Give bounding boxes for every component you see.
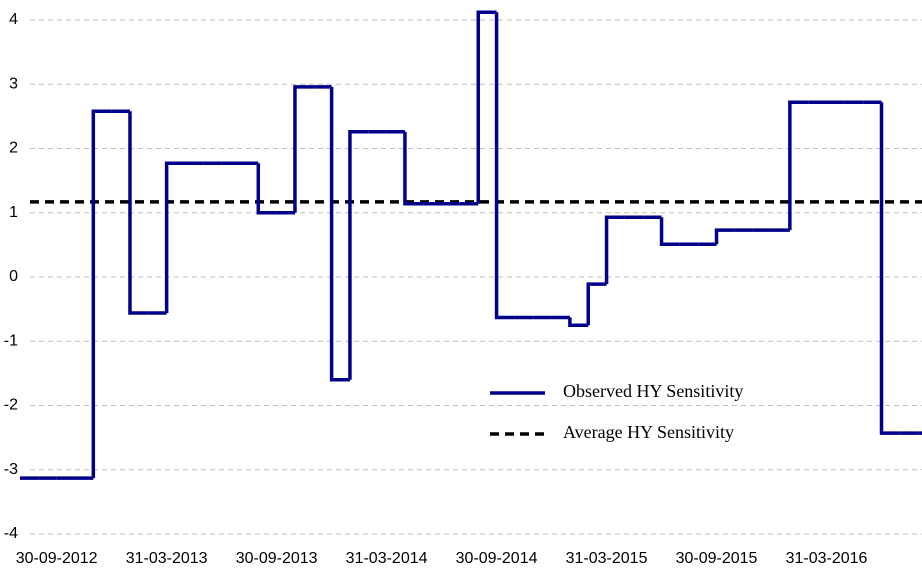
step-segment: [476, 10, 497, 204]
x-tick-label: 31-03-2016: [786, 550, 868, 567]
y-tick-label: 3: [9, 75, 18, 92]
step-segment: [604, 215, 625, 285]
step-segment: [293, 85, 314, 213]
legend-label: Average HY Sensitivity: [563, 422, 734, 442]
x-tick-label: 31-03-2014: [346, 550, 428, 567]
step-segment: [403, 131, 424, 206]
x-tick-label: 31-03-2013: [126, 550, 208, 567]
y-tick-label: 2: [9, 140, 18, 157]
step-segment: [494, 12, 515, 320]
x-tick-label: 30-09-2013: [236, 550, 318, 567]
legend-label: Observed HY Sensitivity: [563, 381, 743, 401]
step-segment: [256, 163, 277, 215]
step-segment: [879, 102, 900, 435]
step-segment: [568, 317, 589, 327]
y-tick-label: -1: [4, 332, 18, 349]
x-tick-label: 31-03-2015: [566, 550, 648, 567]
step-segment: [329, 86, 350, 382]
y-tick-label: 0: [9, 268, 18, 285]
y-tick-label: -3: [4, 461, 18, 478]
step-segment: [586, 282, 607, 326]
step-segment: [164, 161, 185, 313]
y-tick-label: 4: [9, 11, 18, 28]
y-tick-label: 1: [9, 204, 18, 221]
step-segment: [714, 228, 735, 245]
step-segment: [788, 100, 809, 231]
y-tick-label: -4: [4, 525, 18, 542]
x-tick-label: 30-09-2014: [456, 550, 538, 567]
y-tick-label: -2: [4, 397, 18, 414]
step-segment: [348, 130, 369, 380]
step-segment: [659, 217, 680, 246]
x-tick-label: 30-09-2012: [16, 550, 98, 567]
step-segment: [128, 111, 149, 315]
x-tick-label: 30-09-2015: [676, 550, 758, 567]
step-segment: [91, 109, 112, 479]
